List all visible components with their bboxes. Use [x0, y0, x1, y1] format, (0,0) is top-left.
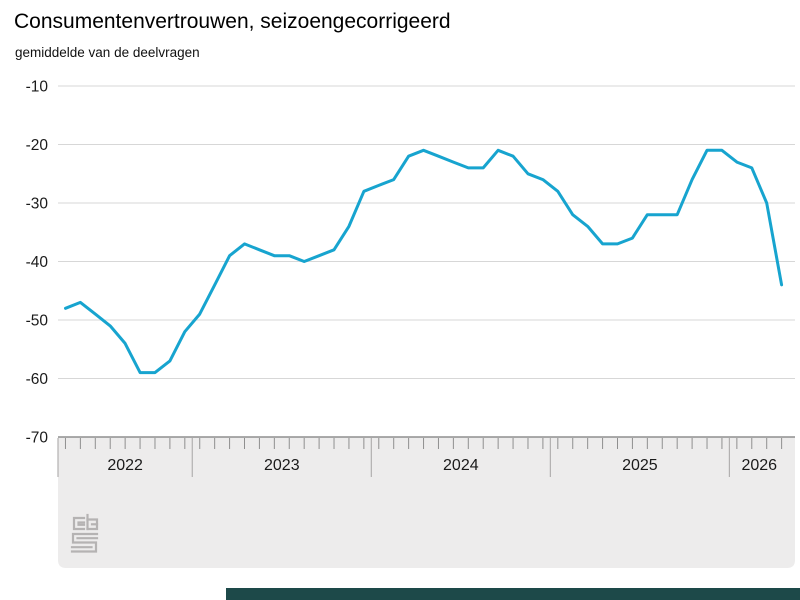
x-axis-year-label: 2022	[107, 457, 143, 474]
confidence-line	[64, 148, 784, 375]
x-axis-year-label: 2024	[443, 457, 479, 474]
x-axis-year-label: 2025	[622, 457, 658, 474]
y-axis-label: -30	[26, 196, 49, 213]
cbs-logo-stroke	[72, 516, 86, 531]
cbs-logo	[70, 513, 99, 553]
y-axis-label: -60	[26, 371, 49, 388]
chart-subtitle: gemiddelde van de deelvragen	[15, 45, 200, 60]
chart-title: Consumentenvertrouwen, seizoengecorrigee…	[14, 10, 451, 33]
cbs-logo-stroke	[70, 532, 99, 553]
x-axis-year-label: 2026	[741, 457, 777, 474]
cbs-logo-stroke	[77, 521, 86, 526]
bottom-bar	[226, 588, 800, 600]
y-axis-label: -10	[26, 79, 49, 96]
y-axis-label: -70	[26, 430, 49, 447]
x-axis-band	[58, 437, 795, 568]
x-axis-year-label: 2023	[264, 457, 300, 474]
y-axis-label: -50	[26, 313, 49, 330]
y-axis-label: -20	[26, 137, 49, 154]
y-axis-label: -40	[26, 254, 49, 271]
